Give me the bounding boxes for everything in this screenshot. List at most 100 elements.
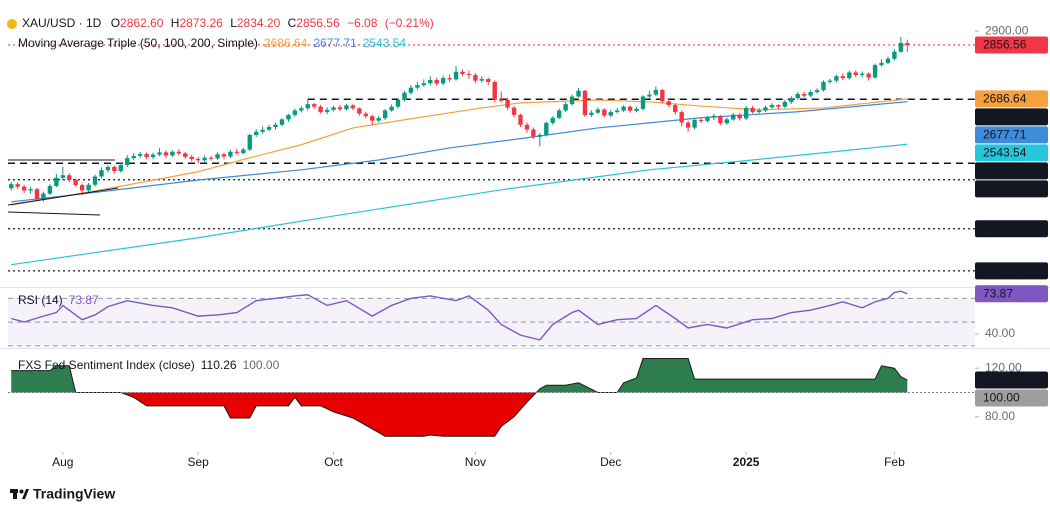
candle-body bbox=[621, 106, 626, 111]
candle-body bbox=[144, 153, 149, 158]
candle-body bbox=[440, 78, 446, 84]
candle-body bbox=[634, 108, 639, 111]
candle-body bbox=[105, 166, 111, 171]
candle-body bbox=[505, 100, 510, 108]
ohlc-key: L bbox=[230, 16, 237, 30]
candle-body bbox=[60, 175, 65, 178]
y-tick-label: 120.00 bbox=[985, 360, 1022, 374]
candle-body bbox=[879, 62, 884, 66]
price-label-text: 2686.64 bbox=[983, 92, 1027, 106]
candle-body bbox=[705, 117, 710, 121]
candle-body bbox=[698, 120, 704, 122]
candle-body bbox=[673, 105, 678, 113]
price-label: 2686.64 bbox=[975, 90, 1048, 108]
candle-body bbox=[460, 71, 465, 74]
price-label-box bbox=[975, 162, 1048, 180]
price-label-box bbox=[975, 220, 1048, 238]
candle-body bbox=[202, 157, 207, 161]
price-label: 2677.71 bbox=[975, 126, 1048, 144]
candle-body bbox=[266, 126, 272, 130]
price-label: 2431.61 bbox=[975, 180, 1048, 198]
candle-body bbox=[724, 119, 729, 124]
candle-body bbox=[241, 149, 246, 154]
pane-title: RSI (14) bbox=[18, 293, 63, 307]
candle-body bbox=[215, 154, 220, 159]
candle-body bbox=[434, 80, 439, 84]
pane-legend: RSI (14) 73.87 bbox=[18, 293, 99, 307]
candle-body bbox=[382, 110, 388, 119]
x-tick-label: Nov bbox=[465, 455, 486, 469]
candle-body bbox=[370, 116, 375, 121]
candle-body bbox=[486, 79, 491, 82]
candle-body bbox=[537, 134, 543, 137]
candle-body bbox=[711, 115, 717, 118]
indicator-name: Moving Average Triple (50, 100, 200, Sim… bbox=[18, 36, 258, 50]
candle-body bbox=[531, 129, 536, 137]
marks-layer bbox=[8, 36, 975, 437]
candle-body bbox=[337, 107, 343, 110]
candle-body bbox=[556, 110, 562, 118]
ohlc-key: H bbox=[171, 16, 180, 30]
candle-body bbox=[254, 131, 259, 135]
value-label-text: 110.26 bbox=[983, 373, 1019, 387]
candle-body bbox=[518, 114, 523, 125]
x-tick-label: Sep bbox=[187, 455, 209, 469]
value-label-box bbox=[975, 285, 1048, 303]
candle-body bbox=[492, 81, 497, 100]
candle-body bbox=[408, 87, 414, 93]
candle-body bbox=[157, 152, 162, 155]
candle-body bbox=[756, 110, 762, 113]
candle-body bbox=[847, 72, 852, 79]
candle-body bbox=[834, 76, 839, 81]
candle-body bbox=[41, 193, 46, 200]
candle-body bbox=[769, 105, 775, 108]
candle-body bbox=[511, 107, 517, 115]
candle-body bbox=[15, 184, 20, 187]
candle-body bbox=[776, 105, 781, 107]
candle-body bbox=[376, 118, 381, 121]
candle-body bbox=[859, 73, 865, 75]
candle-body bbox=[389, 106, 394, 111]
candle-body bbox=[666, 101, 671, 106]
candle-body bbox=[466, 73, 472, 75]
price-label: 2685.51 bbox=[975, 108, 1048, 126]
price-label: 2856.56 bbox=[975, 36, 1048, 54]
pane-baseline: 100.00 bbox=[243, 358, 280, 372]
price-label-box bbox=[975, 262, 1048, 280]
candle-body bbox=[99, 170, 104, 177]
candle-body bbox=[350, 105, 356, 109]
price-label: 2483.75 bbox=[975, 162, 1048, 180]
candle-body bbox=[685, 122, 691, 128]
pane-value: 73.87 bbox=[69, 293, 99, 307]
price-label: 2144.48 bbox=[975, 262, 1048, 280]
price-label-box bbox=[975, 36, 1048, 54]
moving-average bbox=[11, 143, 908, 266]
candle-body bbox=[234, 151, 240, 154]
candle-body bbox=[885, 58, 891, 63]
indicator-legend: Moving Average Triple (50, 100, 200, Sim… bbox=[18, 36, 406, 50]
candle-body bbox=[640, 96, 646, 109]
candle-body bbox=[34, 189, 40, 200]
candle-body bbox=[312, 104, 317, 107]
ohlc-value: 2856.56 bbox=[296, 16, 340, 30]
baseline-label-box bbox=[975, 389, 1048, 407]
candle-body bbox=[447, 78, 452, 80]
candle-body bbox=[54, 177, 59, 187]
price-label-text: 2543.54 bbox=[983, 146, 1027, 160]
candle-body bbox=[221, 154, 227, 157]
y-tick-label: 40.00 bbox=[985, 326, 1015, 340]
logo-part bbox=[19, 489, 24, 494]
candle-body bbox=[595, 109, 601, 113]
candle-body bbox=[47, 186, 53, 194]
y-tick-label: 80.00 bbox=[985, 409, 1015, 423]
candle-body bbox=[73, 179, 78, 186]
candle-body bbox=[428, 80, 433, 84]
x-tick-label: Oct bbox=[324, 455, 343, 469]
candle-body bbox=[795, 93, 800, 99]
candle-body bbox=[801, 93, 807, 96]
symbol-icon bbox=[7, 19, 17, 29]
pane-value: 110.26 bbox=[201, 358, 237, 372]
